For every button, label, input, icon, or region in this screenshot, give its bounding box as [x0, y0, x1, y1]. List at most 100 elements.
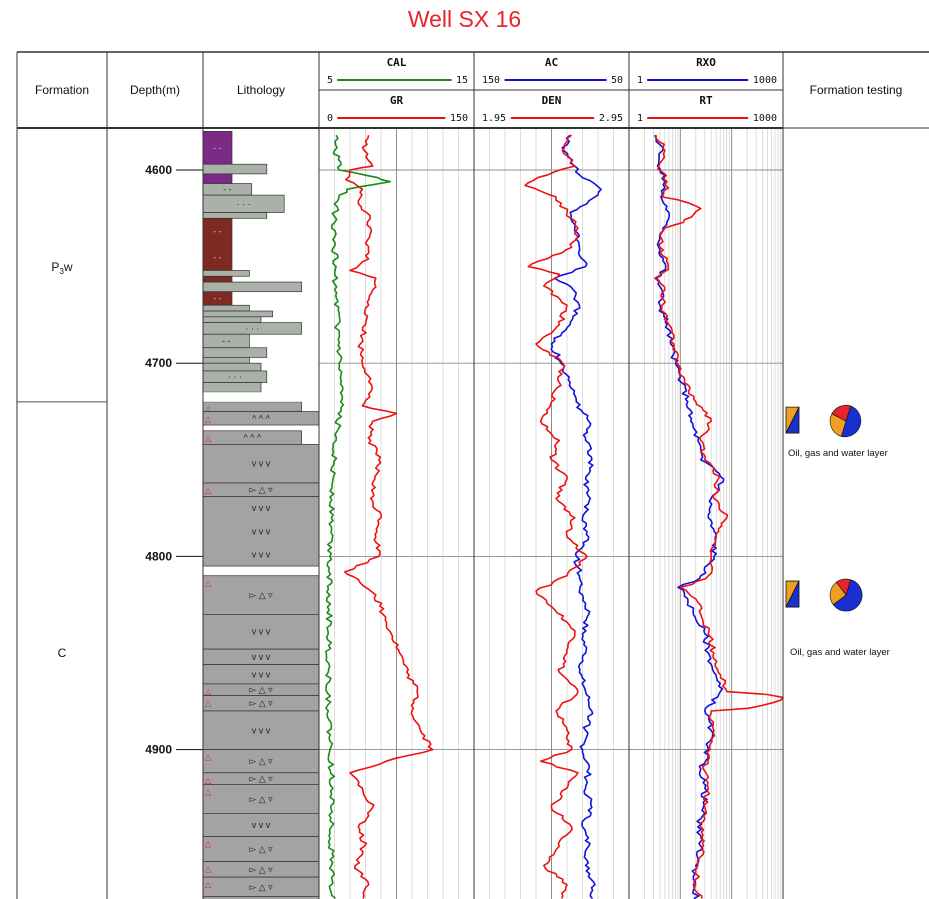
lithology-symbol: v v v: [252, 725, 271, 735]
lithology-bed: [202, 362, 262, 372]
lithology-bed: ▻ △ ▿△: [202, 896, 320, 899]
lithology-bed: - -: [202, 291, 233, 306]
depth-tick-label: 4600: [145, 163, 172, 177]
testing-pie-slice: [831, 404, 852, 422]
lithology-bed: - -: [202, 183, 253, 196]
testing-legend-water: [785, 580, 800, 608]
curve-min-den: 1.95: [482, 113, 506, 124]
lithology-bed: ▻ △ ▿△: [202, 784, 320, 814]
frame-layer: [16, 51, 929, 899]
testing-result-label: Oil, gas and water layer: [788, 448, 888, 459]
curve-name-gr: GR: [390, 94, 404, 107]
curve-name-rxo: RXO: [696, 56, 716, 69]
lithology-symbol: v v v: [252, 627, 271, 637]
curve-name-ac: AC: [545, 56, 558, 69]
curve-name-cal: CAL: [387, 56, 407, 69]
lithology-column: - - - - · · · - - - - - - · · · - - · · · △ ^ ^ ^ △…: [202, 131, 320, 899]
lithology-bed: ▻ △ ▿△: [202, 575, 320, 615]
curve-cal: [325, 134, 392, 899]
lithology-symbol: · · ·: [245, 323, 259, 333]
lithology-marker: △: [205, 787, 212, 796]
lithology-symbol: · · ·: [237, 199, 251, 209]
lithology-bed: - -: [202, 131, 233, 165]
lithology-bed: v v v: [202, 614, 320, 650]
testing-entry: Oil, gas and water layer: [785, 404, 888, 459]
lithology-marker: △: [205, 753, 212, 762]
lithology-symbol: - -: [213, 293, 222, 303]
depth-tick-label: 4700: [145, 356, 172, 370]
lithology-fill: [202, 710, 320, 750]
lithology-symbol: ▻ △ ▿: [249, 774, 273, 784]
curve-rt: [654, 135, 784, 899]
lithology-marker: △: [205, 880, 212, 889]
testing-pie-slice: [840, 405, 862, 438]
lithology-bed: · · ·: [202, 370, 268, 383]
lithology-fill: [202, 896, 320, 899]
lithology-bed: [202, 270, 250, 277]
curve-den: [524, 134, 588, 899]
testing-result-label: Oil, gas and water layer: [790, 647, 890, 658]
lithology-bed: [202, 347, 268, 358]
lithology-bed: [202, 310, 273, 318]
lithology-marker: △: [205, 687, 212, 696]
lithology-bed: v v v: [202, 648, 320, 665]
lithology-bed: [202, 212, 268, 219]
lithology-bed: v v v v v v v v v: [202, 496, 320, 567]
lithology-fill: [202, 212, 268, 219]
lithology-bed: ▻ △ ▿△: [202, 695, 320, 712]
lithology-marker: △: [205, 840, 212, 849]
lithology-fill: [202, 362, 262, 372]
lithology-symbol: - -: [213, 226, 222, 236]
lithology-symbol: ▻ △ ▿: [249, 844, 273, 854]
curve-rxo: [654, 134, 725, 899]
lithology-symbol: v v v: [252, 503, 271, 513]
header-testing: Formation testing: [810, 83, 903, 97]
curve-min-cal: 5: [327, 75, 333, 86]
lithology-bed: [202, 281, 302, 293]
depth-tick-label: 4900: [145, 743, 172, 757]
header-formation: Formation: [35, 83, 89, 97]
curve-max-cal: 15: [456, 75, 468, 86]
lithology-fill: [202, 310, 273, 318]
lithology-bed: ▻ △ ▿△: [202, 861, 320, 878]
lithology-bed: · · ·: [202, 194, 285, 213]
lithology-bed: [202, 316, 262, 323]
header-depth: Depth(m): [130, 83, 180, 97]
depth-tick-label: 4800: [145, 549, 172, 563]
lithology-symbol: ▻ △ ▿: [249, 882, 273, 892]
depth-axis: 4600 4700 4800 4900: [145, 163, 203, 757]
curve-name-den: DEN: [542, 94, 562, 107]
lithology-fill: [202, 304, 250, 312]
curve-max-rt: 1000: [753, 113, 777, 124]
lithology-fill: [202, 382, 262, 393]
lithology-marker: △: [205, 415, 212, 424]
lithology-symbol: ▻ △ ▿: [249, 698, 273, 708]
lithology-fill: [202, 357, 250, 364]
lithology-bed: v v v: [202, 664, 320, 685]
lithology-symbol: · · ·: [228, 372, 242, 382]
lithology-bed: [202, 163, 268, 175]
lithology-bed: v v v: [202, 443, 320, 484]
testing-legend-water: [785, 406, 800, 434]
lithology-bed: [202, 382, 262, 393]
lithology-symbol: - -: [213, 252, 222, 262]
lithology-bed: - - - -: [202, 217, 233, 271]
formation-label: C: [58, 646, 67, 660]
testing-entry: Oil, gas and water layer: [785, 578, 890, 658]
lithology-bed: v v v: [202, 710, 320, 750]
lithology-bed: ▻ △ ▿ △: [202, 876, 320, 897]
lithology-symbol: v v v: [252, 459, 271, 469]
lithology-symbol: v v v: [252, 820, 271, 830]
lithology-bed: ▻ △ ▿△: [202, 772, 320, 785]
curve-min-rxo: 1: [637, 75, 643, 86]
curve-max-den: 2.95: [599, 113, 623, 124]
lithology-fill: [202, 281, 302, 293]
chart-title: Well SX 16: [407, 6, 522, 32]
lithology-symbol: v v v: [252, 549, 271, 559]
curve-min-rt: 1: [637, 113, 643, 124]
lithology-bed: [202, 173, 233, 184]
lithology-fill: [202, 347, 268, 358]
lithology-symbol: v v v: [252, 652, 271, 662]
lithology-fill: [202, 173, 233, 184]
